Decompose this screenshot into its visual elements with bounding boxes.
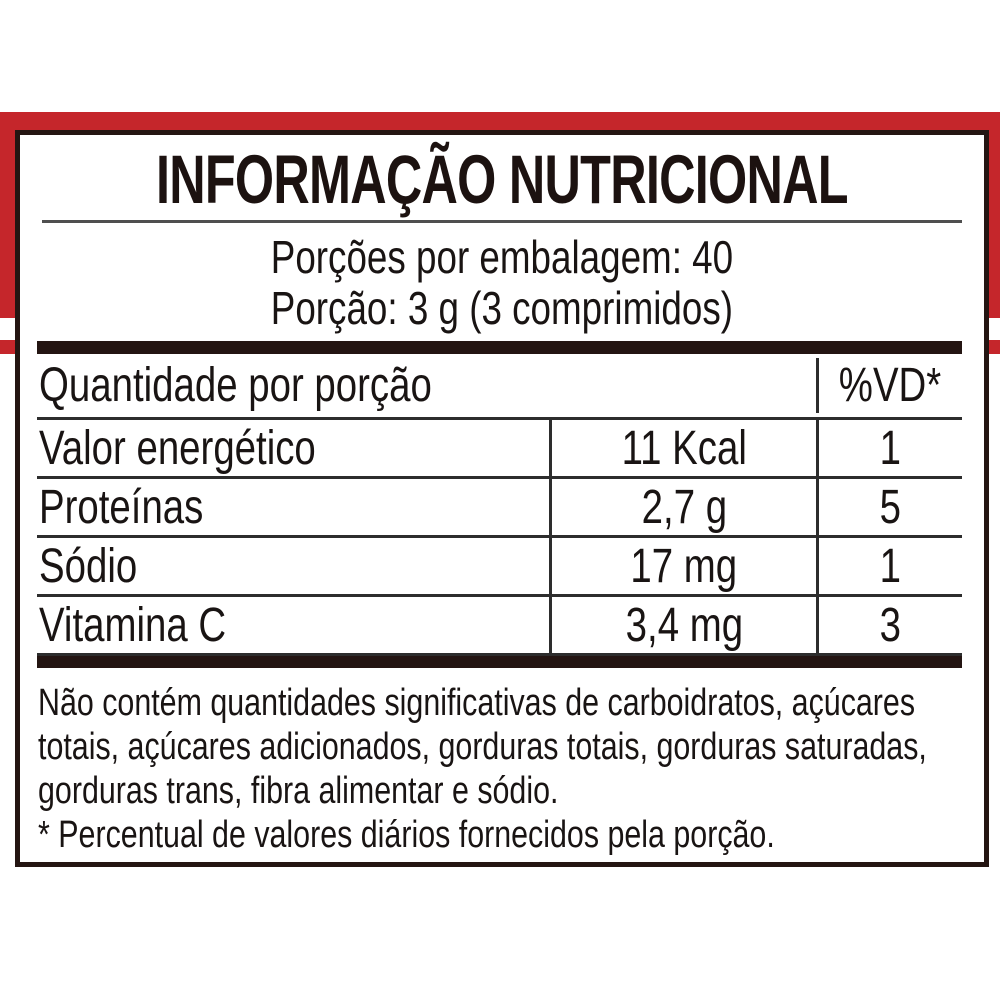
serving-info: Porções por embalagem: 40 Porção: 3 g (3… — [20, 232, 984, 334]
no-significant-amounts-note-line: Não contém quantidades significativas de… — [38, 682, 916, 724]
table-bottom-bar — [37, 656, 962, 668]
nutrition-label-title: INFORMAÇÃO NUTRICIONAL — [20, 144, 984, 216]
serving-size: Porção: 3 g (3 comprimidos) — [270, 282, 734, 334]
red-stripe-tab-left — [0, 340, 15, 354]
table-top-bar — [37, 341, 962, 354]
table-header-vd: %VD* — [816, 358, 962, 413]
table-row: Proteínas 2,7 g 5 — [37, 479, 962, 538]
label-footer-notes: Não contém quantidades significativas de… — [38, 681, 966, 857]
nutrient-vd-percent: 1 — [816, 420, 962, 476]
daily-values-footnote: * Percentual de valores diários fornecid… — [38, 814, 775, 856]
nutrition-label-title-text: INFORMAÇÃO NUTRICIONAL — [156, 141, 849, 218]
nutrient-amount: 17 mg — [549, 538, 816, 594]
table-header-row: Quantidade por porção %VD* — [37, 354, 962, 420]
nutrient-amount: 3,4 mg — [549, 597, 816, 653]
nutrient-name: Vitamina C — [39, 598, 227, 652]
servings-per-package: Porções por embalagem: 40 — [270, 231, 734, 283]
nutrient-vd-percent: 5 — [816, 479, 962, 535]
table-header-quantity: Quantidade por porção — [39, 359, 432, 412]
nutrient-amount: 2,7 g — [549, 479, 816, 535]
nutrient-vd-percent: 3 — [816, 597, 962, 653]
nutrient-vd-percent: 1 — [816, 538, 962, 594]
table-row: Vitamina C 3,4 mg 3 — [37, 597, 962, 656]
no-significant-amounts-note-line: totais, açúcares adicionados, gorduras t… — [38, 726, 927, 768]
table-row: Valor energético 11 Kcal 1 — [37, 420, 962, 479]
red-stripe-left — [0, 112, 15, 318]
nutrient-name: Valor energético — [39, 421, 316, 475]
nutrition-label: INFORMAÇÃO NUTRICIONAL Porções por embal… — [15, 130, 989, 867]
title-divider — [42, 220, 962, 223]
nutrient-name: Proteínas — [39, 480, 204, 534]
no-significant-amounts-note-line: gorduras trans, fibra alimentar e sódio. — [38, 770, 559, 812]
nutrition-table: Quantidade por porção %VD* Valor energét… — [37, 341, 962, 668]
nutrient-name: Sódio — [39, 539, 138, 593]
nutrient-amount: 11 Kcal — [549, 420, 816, 476]
table-row: Sódio 17 mg 1 — [37, 538, 962, 597]
